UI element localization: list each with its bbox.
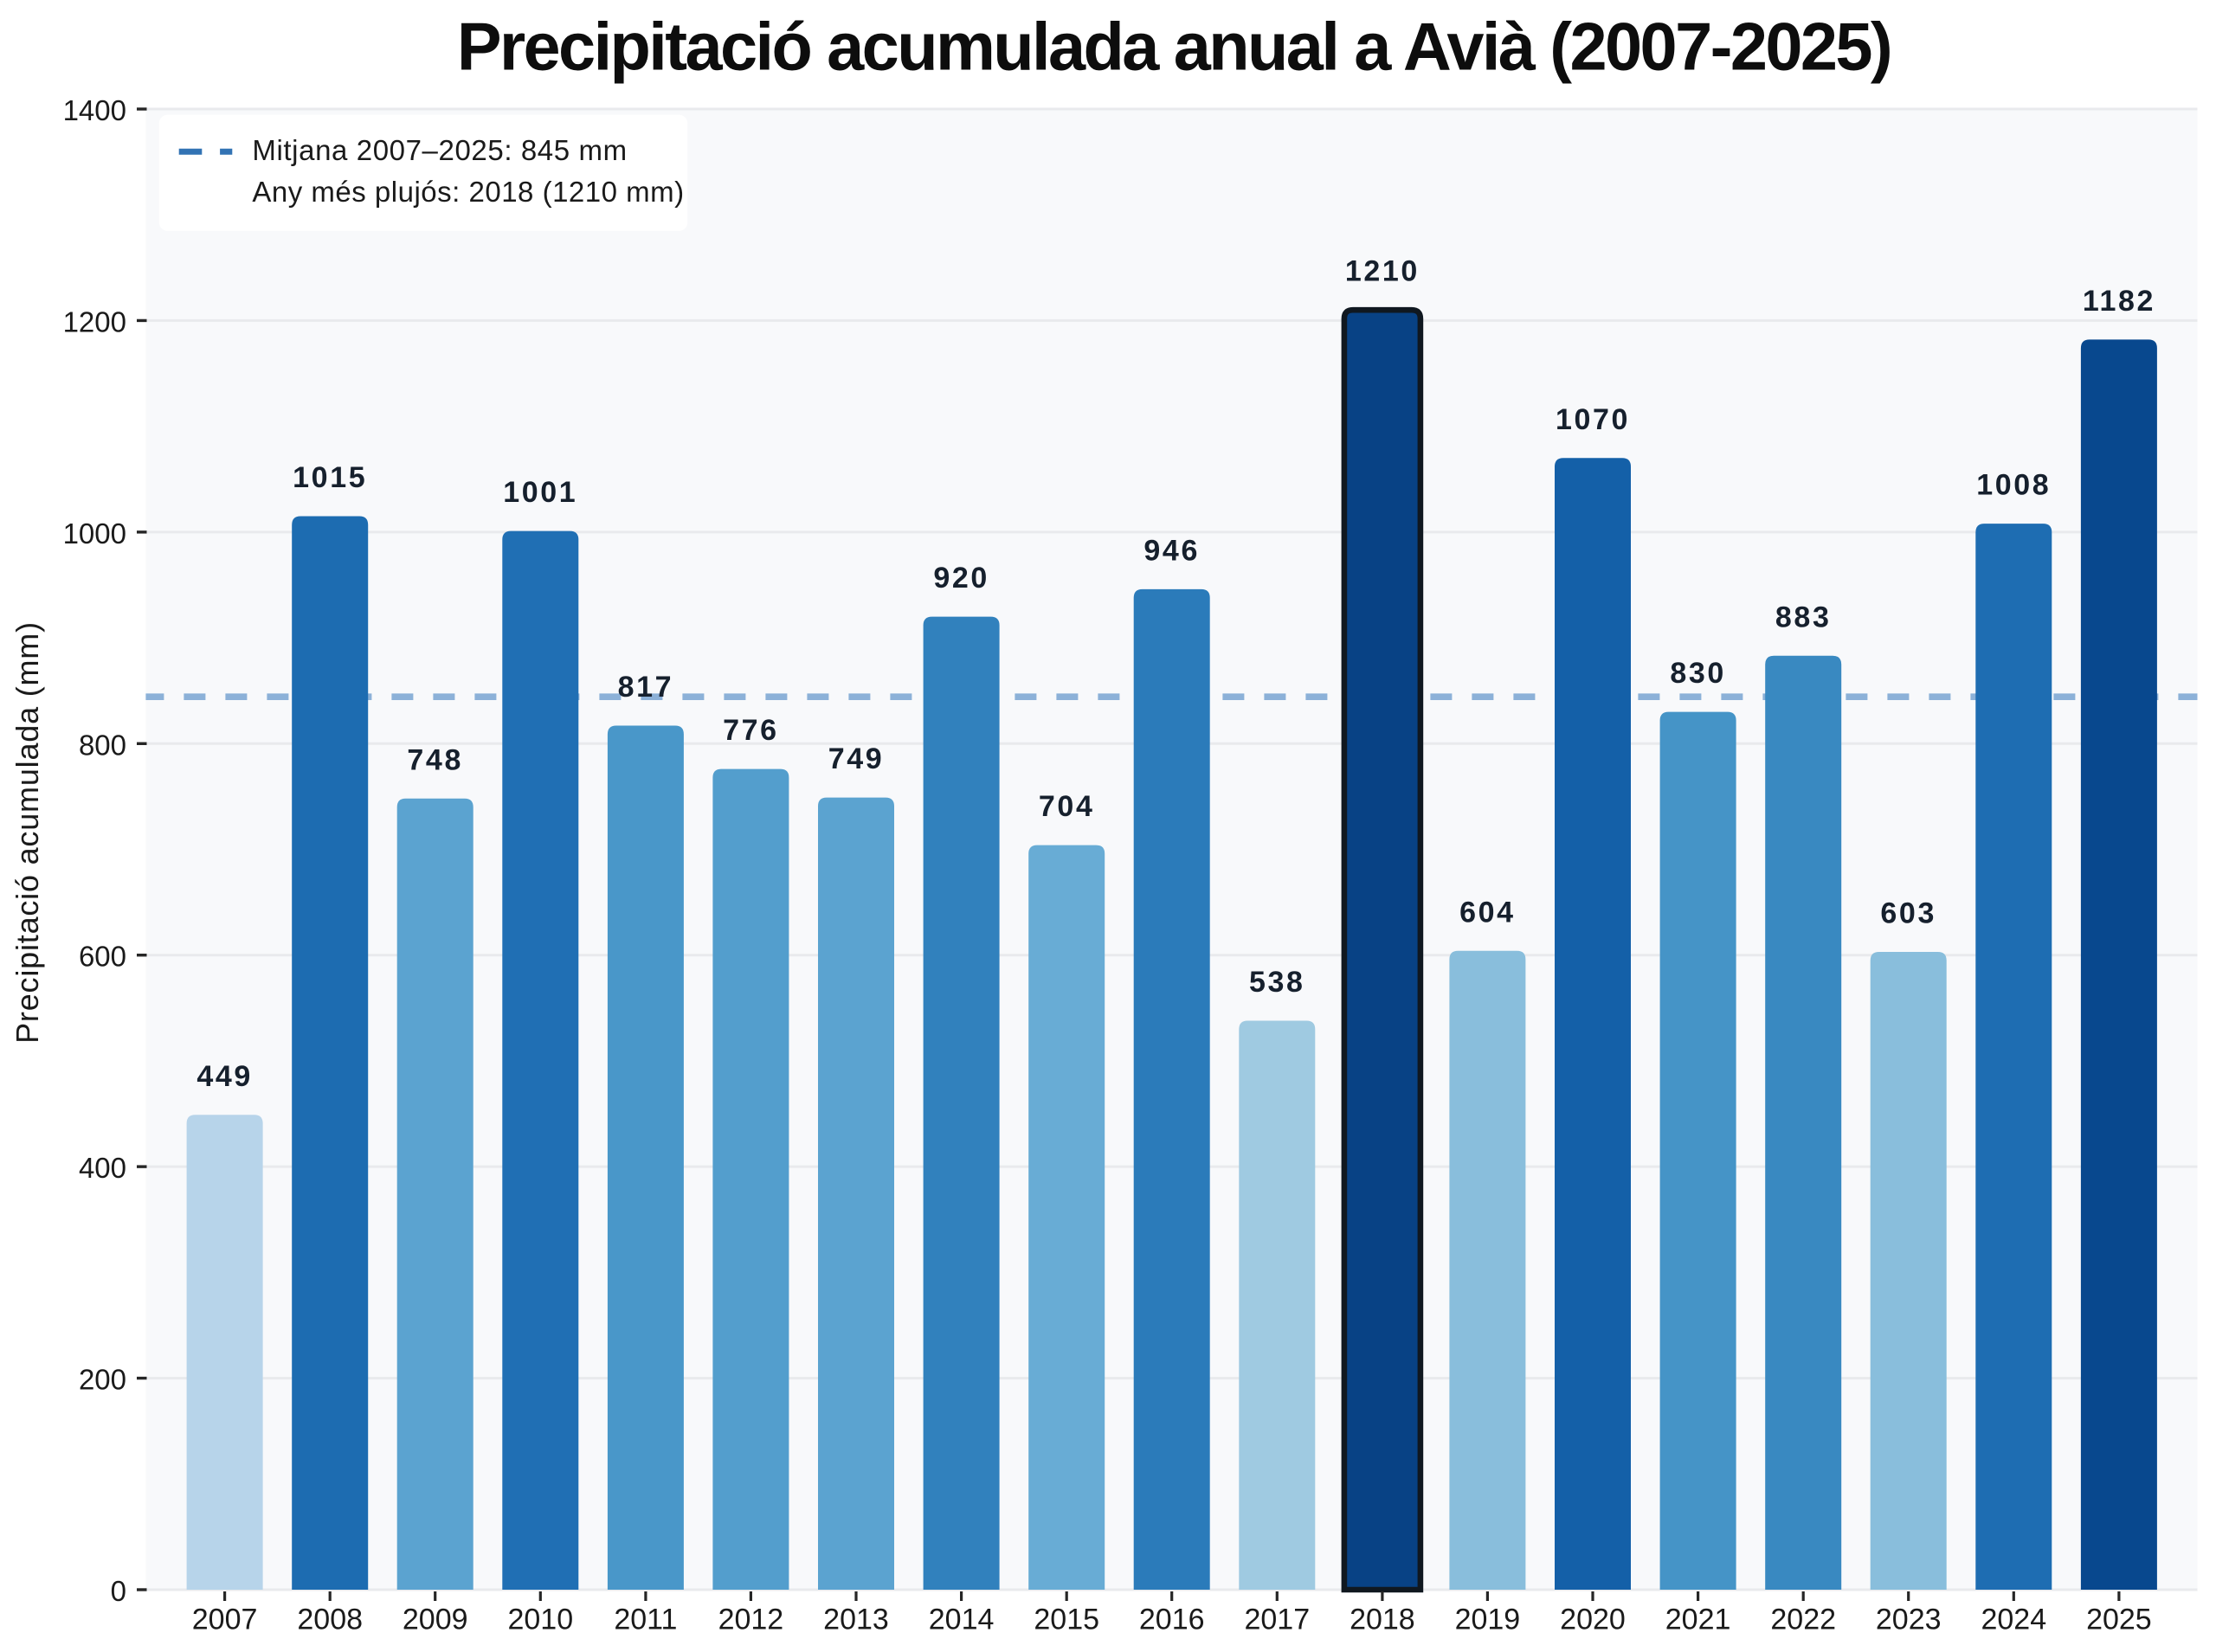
svg-text:2009: 2009: [403, 1604, 468, 1636]
svg-text:817: 817: [618, 671, 674, 704]
svg-text:2016: 2016: [1139, 1604, 1205, 1636]
svg-text:2012: 2012: [718, 1604, 784, 1636]
svg-text:Any més plujós: 2018 (1210 mm): Any més plujós: 2018 (1210 mm): [252, 176, 684, 208]
svg-text:920: 920: [933, 562, 989, 595]
svg-text:449: 449: [196, 1060, 253, 1093]
svg-text:1200: 1200: [63, 305, 126, 337]
svg-text:2025: 2025: [2086, 1604, 2152, 1636]
svg-text:946: 946: [1143, 534, 1200, 567]
svg-text:Precipitació acumulada anual a: Precipitació acumulada anual a Avià (200…: [457, 10, 1891, 85]
svg-text:1000: 1000: [63, 517, 126, 550]
svg-text:2013: 2013: [823, 1604, 889, 1636]
svg-text:2008: 2008: [297, 1604, 363, 1636]
svg-text:2015: 2015: [1034, 1604, 1099, 1636]
svg-text:600: 600: [79, 941, 126, 973]
svg-text:2023: 2023: [1876, 1604, 1942, 1636]
svg-text:Mitjana 2007–2025: 845 mm: Mitjana 2007–2025: 845 mm: [252, 134, 627, 166]
svg-text:776: 776: [723, 714, 779, 747]
svg-text:1070: 1070: [1556, 403, 1630, 436]
svg-text:2017: 2017: [1244, 1604, 1310, 1636]
svg-text:748: 748: [407, 743, 463, 776]
svg-text:538: 538: [1249, 966, 1305, 999]
svg-text:2010: 2010: [507, 1604, 573, 1636]
svg-text:1015: 1015: [293, 461, 367, 494]
svg-text:1182: 1182: [2083, 285, 2155, 318]
svg-text:1008: 1008: [1976, 469, 2051, 502]
svg-text:749: 749: [828, 742, 885, 775]
svg-text:2014: 2014: [929, 1604, 995, 1636]
svg-text:2022: 2022: [1770, 1604, 1836, 1636]
svg-text:2020: 2020: [1560, 1604, 1626, 1636]
svg-text:800: 800: [79, 729, 126, 761]
svg-text:Precipitació acumulada (mm): Precipitació acumulada (mm): [10, 621, 45, 1044]
svg-text:883: 883: [1775, 601, 1832, 633]
svg-text:830: 830: [1670, 657, 1726, 690]
svg-text:400: 400: [79, 1152, 126, 1184]
svg-text:2019: 2019: [1455, 1604, 1521, 1636]
svg-text:200: 200: [79, 1364, 126, 1396]
svg-text:604: 604: [1459, 896, 1516, 929]
svg-text:603: 603: [1880, 897, 1936, 930]
svg-text:704: 704: [1039, 790, 1095, 823]
svg-text:1400: 1400: [63, 94, 126, 126]
svg-text:0: 0: [111, 1575, 126, 1607]
svg-text:2011: 2011: [614, 1604, 677, 1636]
svg-text:2021: 2021: [1665, 1604, 1731, 1636]
svg-text:2007: 2007: [192, 1604, 258, 1636]
svg-text:2024: 2024: [1981, 1604, 2046, 1636]
svg-text:2018: 2018: [1350, 1604, 1415, 1636]
svg-text:1210: 1210: [1345, 255, 1420, 288]
svg-text:1001: 1001: [503, 476, 577, 509]
